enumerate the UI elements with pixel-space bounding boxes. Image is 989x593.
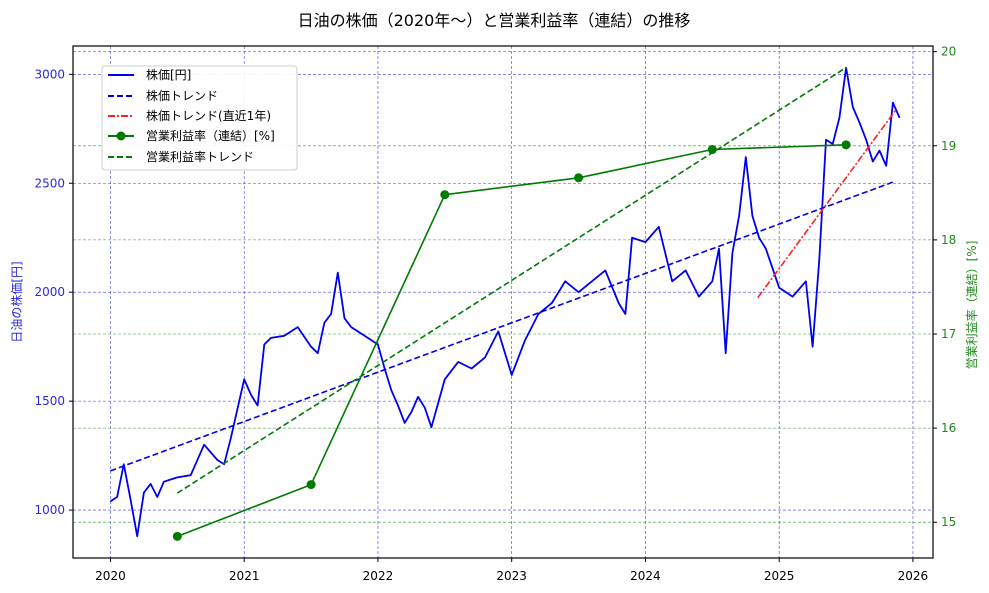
data-point-marker (440, 190, 450, 200)
y-left-tick-label: 3000 (34, 67, 65, 81)
svg-text:株価トレンド(直近1年): 株価トレンド(直近1年) (146, 108, 271, 123)
legend-item-margin-trend: 営業利益率トレンド (108, 149, 254, 164)
y-axis-right-label: 営業利益率（連結）[%] (964, 241, 979, 370)
series-layer (109, 66, 901, 541)
y-right-tick-label: 19 (941, 139, 956, 153)
series-line (110, 180, 896, 472)
data-point-marker (841, 140, 851, 150)
series-line (757, 109, 897, 299)
series-line (177, 144, 847, 538)
svg-text:株価[円]: 株価[円] (146, 67, 191, 82)
y-right-tick-label: 16 (941, 421, 956, 435)
grid-lines (73, 46, 933, 558)
legend: 株価[円] 株価トレンド 株価トレンド(直近1年) 営業利益率（連結）[%] 営… (101, 65, 298, 171)
x-tick-label: 2026 (898, 569, 929, 583)
chart-title: 日油の株価（2020年〜）と営業利益率（連結）の推移 (298, 11, 691, 30)
legend-box (101, 65, 298, 171)
legend-item-price: 株価[円] (108, 67, 191, 82)
y-left-tick-label: 2500 (34, 176, 65, 190)
marker-dot-icon (116, 131, 126, 141)
series-line (176, 66, 847, 494)
x-tick-label: 2024 (630, 569, 661, 583)
y-axis-right: 15 16 17 18 19 20 (933, 45, 956, 529)
plot-frame (72, 45, 934, 559)
y-left-tick-label: 1500 (34, 394, 65, 408)
y-right-tick-label: 15 (941, 515, 956, 529)
x-tick-label: 2020 (95, 569, 126, 583)
data-point-marker (707, 145, 717, 155)
y-left-tick-label: 2000 (34, 285, 65, 299)
x-tick-label: 2025 (764, 569, 795, 583)
y-right-tick-label: 17 (941, 327, 956, 341)
legend-item-price-trend: 株価トレンド (108, 88, 218, 103)
data-point-marker (172, 531, 182, 541)
x-tick-label: 2023 (496, 569, 527, 583)
series-line (109, 66, 901, 538)
y-axis-left: 1000 1500 2000 2500 3000 (34, 67, 73, 517)
x-axis: 2020 2021 2022 2023 2024 2025 2026 (95, 558, 928, 583)
x-tick-label: 2021 (229, 569, 260, 583)
legend-item-recent-trend: 株価トレンド(直近1年) (108, 108, 271, 123)
y-right-tick-label: 20 (941, 45, 956, 59)
y-axis-left-label: 日油の株価[円] (9, 261, 24, 342)
data-point-marker (306, 480, 316, 490)
svg-text:営業利益率トレンド: 営業利益率トレンド (146, 149, 254, 164)
y-right-tick-label: 18 (941, 233, 956, 247)
y-left-tick-label: 1000 (34, 503, 65, 517)
svg-text:営業利益率（連結）[%]: 営業利益率（連結）[%] (146, 128, 275, 143)
svg-text:株価トレンド: 株価トレンド (146, 88, 218, 103)
legend-item-margin: 営業利益率（連結）[%] (108, 128, 275, 143)
data-point-marker (574, 173, 584, 183)
x-tick-label: 2022 (363, 569, 394, 583)
